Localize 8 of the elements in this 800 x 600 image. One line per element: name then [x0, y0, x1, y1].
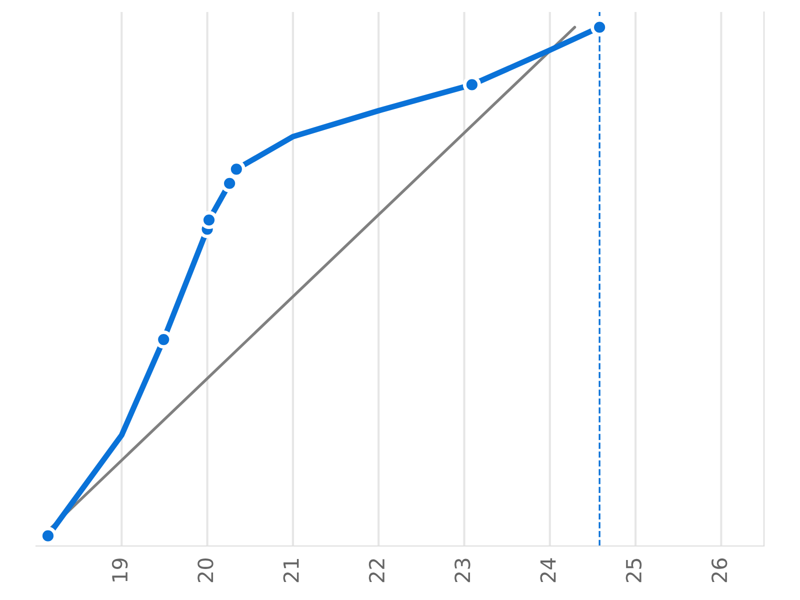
- x-tick-label: 25: [626, 558, 642, 582]
- x-tick-label: 23: [454, 558, 470, 582]
- x-tick-label: 19: [112, 558, 128, 582]
- x-tick-label: 26: [711, 558, 728, 582]
- x-tick-label: 24: [540, 558, 556, 582]
- x-tick-label: 22: [368, 559, 384, 582]
- x-tick-label: 20: [198, 558, 214, 582]
- x-tick-label: 21: [283, 559, 299, 582]
